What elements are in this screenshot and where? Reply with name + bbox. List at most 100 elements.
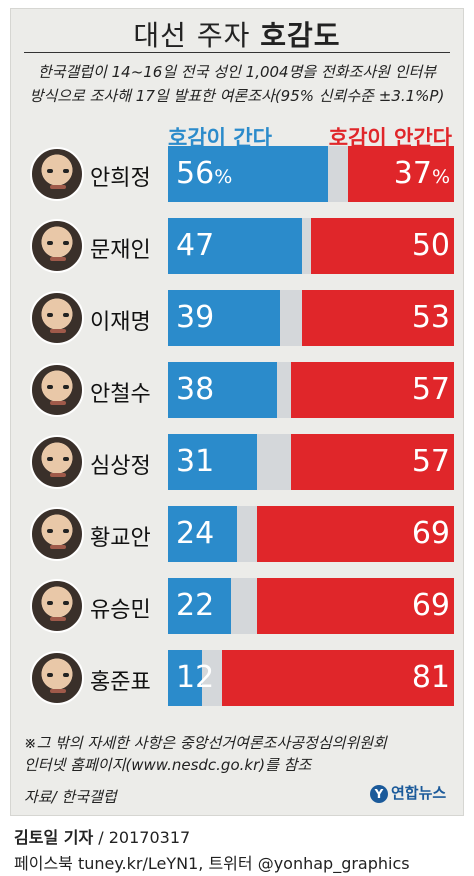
social-links: 페이스북 tuney.kr/LeYN1, 트위터 @yonhap_graphic… <box>14 854 410 873</box>
value-label-negative: 69 <box>412 516 450 551</box>
photo-eye <box>63 529 69 533</box>
value-label-negative: 53 <box>412 300 450 335</box>
category-label: 황교안 <box>90 526 151 551</box>
photo-eye <box>63 241 69 245</box>
photo-mouth <box>50 329 66 333</box>
source-label: 자료/ 한국갤럽 <box>24 788 117 806</box>
chart-subtitle: 한국갤럽이 14~16일 전국 성인 1,004명을 전화조사원 인터뷰 방식으… <box>24 60 450 108</box>
photo-eye <box>63 385 69 389</box>
value-label-negative: 37% <box>394 156 450 191</box>
photo-eye <box>63 673 69 677</box>
category-label: 문재인 <box>90 238 151 263</box>
value-text: 57 <box>411 444 450 479</box>
chart-title: 대선 주자 호감도 <box>0 14 474 54</box>
percent-sign: % <box>431 166 450 188</box>
value-label-negative: 81 <box>412 660 450 695</box>
candidate-photo <box>30 147 84 201</box>
yonhap-logo: Y 연합뉴스 <box>370 782 446 803</box>
candidate-photo <box>30 651 84 705</box>
bar-positive <box>168 578 231 634</box>
bar-positive <box>168 290 280 346</box>
bar-row: 황교안 24 69 <box>24 506 456 562</box>
candidate-photo <box>30 219 84 273</box>
bar-negative <box>302 290 454 346</box>
bar-negative <box>256 578 454 634</box>
value-label-positive: 56% <box>176 156 232 191</box>
bar-row: 심상정 31 57 <box>24 434 456 490</box>
bar-row: 문재인 47 50 <box>24 218 456 274</box>
photo-mouth <box>50 257 66 261</box>
category-label: 홍준표 <box>90 670 151 695</box>
bar-row: 홍준표 12 81 <box>24 650 456 706</box>
candidate-photo <box>30 435 84 489</box>
title-rule <box>24 52 450 53</box>
candidate-photo <box>30 291 84 345</box>
value-label-positive: 39 <box>176 300 214 335</box>
value-text: 31 <box>176 444 215 479</box>
value-text: 57 <box>411 372 450 407</box>
subtitle-line-2: 방식으로 조사해 17일 발표한 여론조사(95% 신뢰수준 ±3.1%P) <box>29 87 445 105</box>
subtitle-line-1: 한국갤럽이 14~16일 전국 성인 1,004명을 전화조사원 인터뷰 <box>37 63 437 81</box>
photo-eye <box>47 457 53 461</box>
photo-eye <box>47 601 53 605</box>
footnote-line-1: ※그 밖의 자세한 사항은 중앙선거여론조사공정심의위원회 <box>24 734 387 752</box>
value-text: 12 <box>176 660 215 695</box>
category-label: 안희정 <box>90 166 151 191</box>
value-text: 47 <box>176 228 215 263</box>
photo-mouth <box>50 473 66 477</box>
bar-row: 유승민 22 69 <box>24 578 456 634</box>
candidate-photo <box>30 363 84 417</box>
photo-eye <box>47 241 53 245</box>
bar-positive <box>168 506 237 562</box>
bar-row: 이재명 39 53 <box>24 290 456 346</box>
bar-positive <box>168 146 329 202</box>
logo-text: 연합뉴스 <box>391 784 447 802</box>
candidate-photo <box>30 579 84 633</box>
photo-eye <box>47 313 53 317</box>
bar-negative <box>290 434 454 490</box>
category-label: 이재명 <box>90 310 151 335</box>
title-prefix: 대선 주자 <box>133 19 251 52</box>
photo-eye <box>63 169 69 173</box>
value-text: 39 <box>176 300 215 335</box>
photo-mouth <box>50 689 66 693</box>
bar-row: 안철수 38 57 <box>24 362 456 418</box>
value-label-positive: 24 <box>176 516 214 551</box>
photo-mouth <box>50 401 66 405</box>
photo-eye <box>47 529 53 533</box>
bar-negative <box>256 506 454 562</box>
value-label-positive: 22 <box>176 588 214 623</box>
yonhap-logo-icon: Y <box>370 785 388 803</box>
value-text: 37 <box>393 156 432 191</box>
category-label: 안철수 <box>90 382 151 407</box>
value-text: 22 <box>176 588 215 623</box>
photo-eye <box>63 313 69 317</box>
value-text: 50 <box>411 228 450 263</box>
value-label-positive: 47 <box>176 228 214 263</box>
value-text: 69 <box>411 588 450 623</box>
category-label: 유승민 <box>90 598 151 623</box>
photo-eye <box>63 601 69 605</box>
publish-date: / 20170317 <box>93 828 191 847</box>
value-text: 53 <box>411 300 450 335</box>
footnote-line-2: 인터넷 홈페이지(www.nesdc.go.kr)를 참조 <box>24 756 312 774</box>
photo-mouth <box>50 617 66 621</box>
photo-eye <box>63 457 69 461</box>
bar-row: 안희정 56% 37% <box>24 146 456 202</box>
category-label: 심상정 <box>90 454 151 479</box>
value-text: 38 <box>176 372 215 407</box>
bar-positive <box>168 434 257 490</box>
value-text: 56 <box>176 156 215 191</box>
bar-positive <box>168 218 303 274</box>
value-label-positive: 38 <box>176 372 214 407</box>
value-label-positive: 31 <box>176 444 214 479</box>
photo-eye <box>47 385 53 389</box>
photo-eye <box>47 169 53 173</box>
bar-negative <box>222 650 454 706</box>
value-label-negative: 57 <box>412 372 450 407</box>
value-text: 24 <box>176 516 215 551</box>
value-label-negative: 50 <box>412 228 450 263</box>
bar-positive <box>168 650 203 706</box>
title-strong: 호감도 <box>260 19 341 52</box>
byline: 김토일 기자 / 20170317 <box>14 824 190 848</box>
